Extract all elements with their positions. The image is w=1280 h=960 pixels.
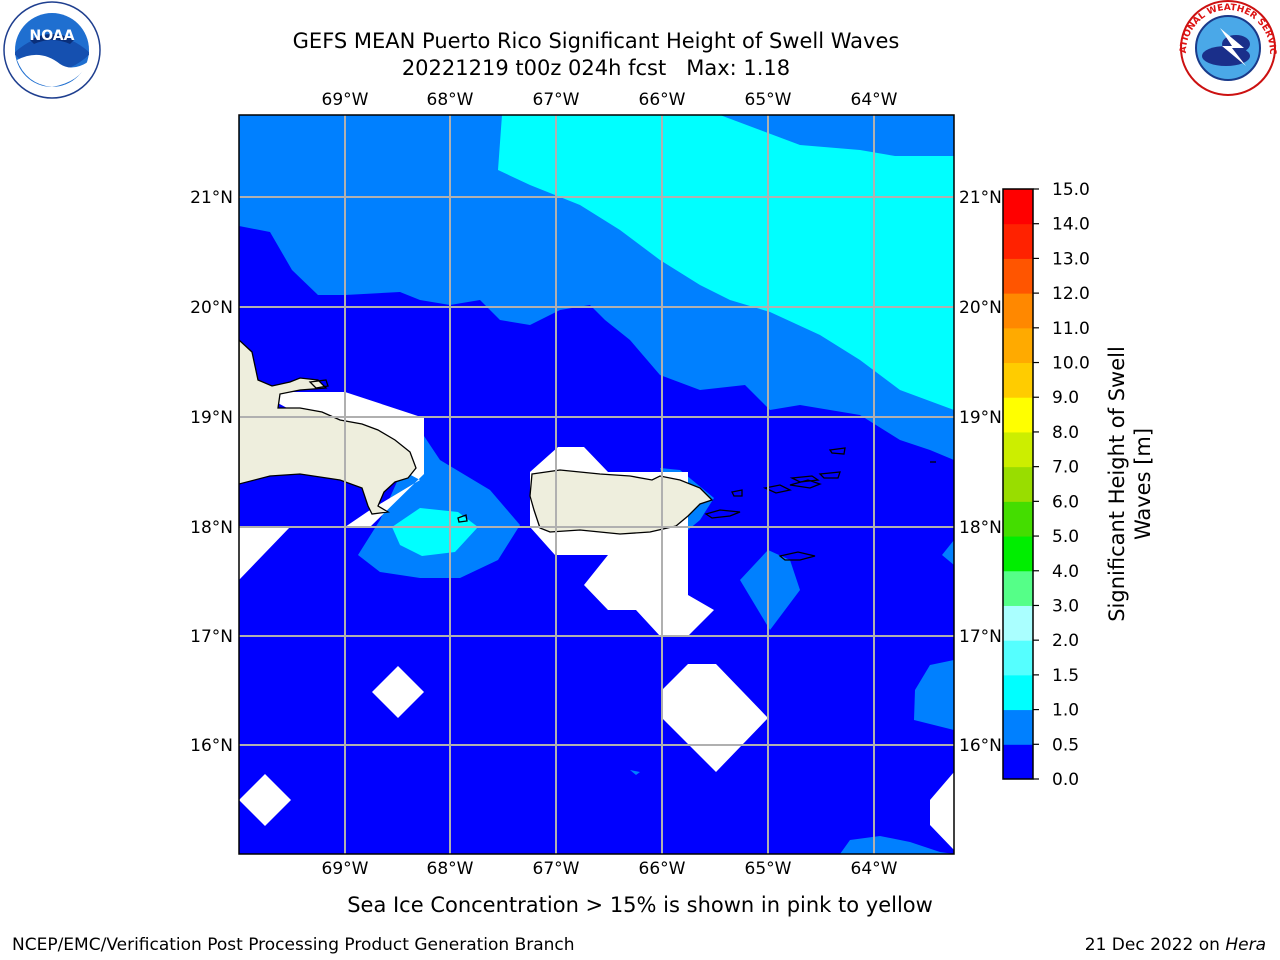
- sea-ice-note: Sea Ice Concentration > 15% is shown in …: [347, 893, 933, 917]
- colorbar-tick-label: 7.0: [1052, 458, 1079, 478]
- lon-tick-label-top: 66°W: [639, 90, 686, 110]
- colorbar-label-line-1: Significant Height of Swell: [1105, 346, 1129, 622]
- colorbar-tick-label: 12.0: [1052, 284, 1090, 304]
- colorbar-segment: [1003, 397, 1033, 432]
- lon-tick-label-top: 69°W: [322, 90, 369, 110]
- lon-tick-label-bottom: 68°W: [427, 859, 474, 879]
- lat-tick-label-left: 18°N: [190, 518, 233, 538]
- colorbar-segment: [1003, 605, 1033, 640]
- colorbar-tick-label: 3.0: [1052, 596, 1079, 616]
- lon-tick-label-bottom: 67°W: [533, 859, 580, 879]
- lon-tick-label-top: 64°W: [851, 90, 898, 110]
- colorbar-segment: [1003, 536, 1033, 571]
- colorbar-tick-label: 10.0: [1052, 354, 1090, 374]
- colorbar-segment: [1003, 640, 1033, 675]
- lon-tick-label-top: 67°W: [533, 90, 580, 110]
- colorbar-segment: [1003, 293, 1033, 328]
- colorbar-tick-label: 9.0: [1052, 388, 1079, 408]
- colorbar-segment: [1003, 432, 1033, 467]
- lat-tick-label-right: 17°N: [959, 627, 1002, 647]
- lat-tick-label-left: 19°N: [190, 408, 233, 428]
- colorbar-segment: [1003, 224, 1033, 259]
- colorbar-segment: [1003, 710, 1033, 745]
- lat-tick-label-right: 20°N: [959, 298, 1002, 318]
- colorbar-tick-label: 13.0: [1052, 249, 1090, 269]
- lat-tick-label-right: 18°N: [959, 518, 1002, 538]
- colorbar-tick-label: 0.0: [1052, 770, 1079, 790]
- colorbar: 0.0 0.5 1.0 1.5 2.0 3.0 4.0 5.0 6.0 7.0 8.0 9.0 10.0…: [1003, 180, 1155, 790]
- lon-tick-label-bottom: 69°W: [322, 859, 369, 879]
- colorbar-label-line-2: Waves [m]: [1131, 428, 1155, 540]
- lat-tick-label-right: 21°N: [959, 188, 1002, 208]
- colorbar-tick-label: 0.5: [1052, 735, 1079, 755]
- colorbar-segment: [1003, 571, 1033, 606]
- lon-tick-label-top: 65°W: [745, 90, 792, 110]
- colorbar-tick-label: 6.0: [1052, 492, 1079, 512]
- colorbar-segment: [1003, 501, 1033, 536]
- lat-tick-label-right: 16°N: [959, 736, 1002, 756]
- lon-tick-label-bottom: 64°W: [851, 859, 898, 879]
- lon-tick-label-bottom: 65°W: [745, 859, 792, 879]
- colorbar-tick-label: 2.0: [1052, 631, 1079, 651]
- colorbar-tick-label: 4.0: [1052, 562, 1079, 582]
- colorbar-segment: [1003, 189, 1033, 224]
- colorbar-segment: [1003, 675, 1033, 710]
- title-line-1: GEFS MEAN Puerto Rico Significant Height…: [293, 29, 900, 53]
- noaa-logo-text: NOAA: [30, 28, 75, 44]
- colorbar-tick-label: 11.0: [1052, 319, 1090, 339]
- colorbar-segment: [1003, 363, 1033, 398]
- footer-date: 21 Dec 2022 on Hera: [1085, 935, 1266, 955]
- lat-tick-label-left: 17°N: [190, 627, 233, 647]
- lat-tick-label-left: 16°N: [190, 736, 233, 756]
- colorbar-tick-label: 15.0: [1052, 180, 1090, 200]
- map-panel: 69°W 68°W 67°W 66°W 65°W 64°W 69°W 68°W 67°W 66°…: [190, 90, 1002, 879]
- colorbar-segment: [1003, 744, 1033, 779]
- footer-host: Hera: [1225, 935, 1266, 955]
- colorbar-segment: [1003, 258, 1033, 293]
- title-line-2: 20221219 t00z 024h fcst Max: 1.18: [402, 56, 790, 80]
- colorbar-segment: [1003, 328, 1033, 363]
- lon-tick-label-top: 68°W: [427, 90, 474, 110]
- lon-tick-label-bottom: 66°W: [639, 859, 686, 879]
- colorbar-tick-label: 14.0: [1052, 215, 1090, 235]
- colorbar-tick-label: 5.0: [1052, 527, 1079, 547]
- colorbar-tick-label: 1.5: [1052, 666, 1079, 686]
- footer-branch: NCEP/EMC/Verification Post Processing Pr…: [12, 935, 575, 955]
- noaa-logo-icon: NOAA: [4, 2, 100, 98]
- colorbar-tick-label: 8.0: [1052, 423, 1079, 443]
- colorbar-segment: [1003, 467, 1033, 502]
- lat-tick-label-right: 19°N: [959, 408, 1002, 428]
- lat-tick-label-left: 20°N: [190, 298, 233, 318]
- lat-tick-label-left: 21°N: [190, 188, 233, 208]
- colorbar-tick-label: 1.0: [1052, 701, 1079, 721]
